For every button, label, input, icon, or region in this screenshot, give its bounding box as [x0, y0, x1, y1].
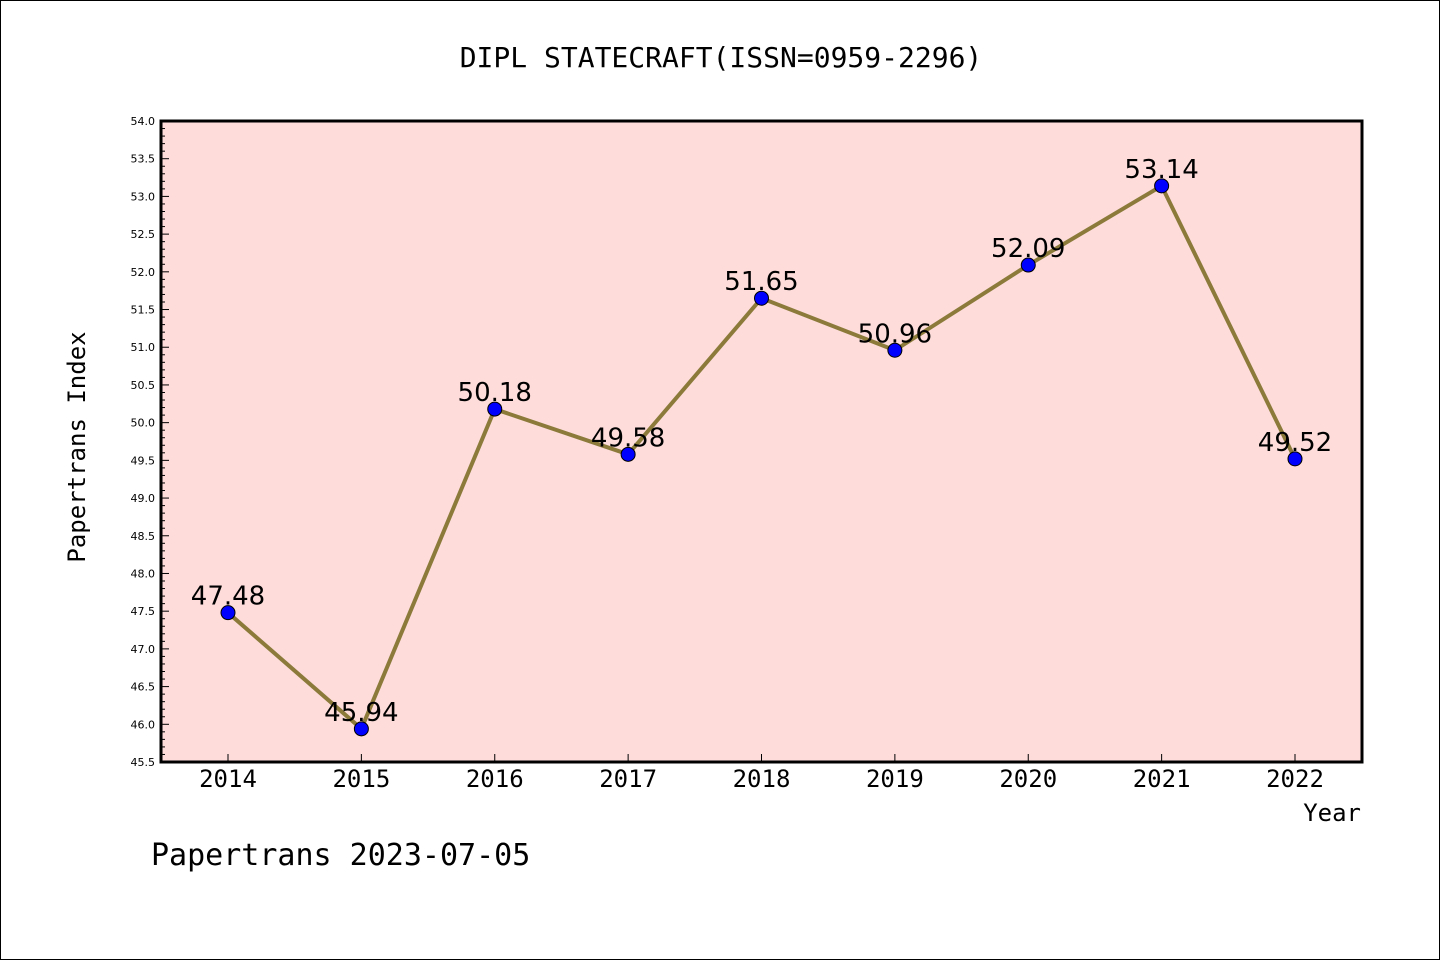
- data-point: [754, 290, 769, 306]
- y-tick-label: 51.0: [131, 341, 156, 354]
- x-axis-ticks: 2014 2015 2016 2017 2018 2019 2020 2021 2022: [199, 754, 1324, 793]
- data-label: 50.18: [458, 378, 532, 408]
- y-tick-label: 50.0: [131, 417, 156, 430]
- y-tick-label: 46.5: [131, 681, 156, 694]
- x-tick-label: 2020: [999, 765, 1057, 793]
- x-tick-label: 2019: [866, 765, 924, 793]
- x-tick-label: 2014: [199, 765, 257, 793]
- y-tick-label: 54.0: [131, 115, 156, 128]
- data-label: 53.14: [1124, 155, 1198, 185]
- data-point: [353, 721, 369, 737]
- data-point: [1020, 257, 1036, 273]
- footer-text: Papertrans 2023-07-05: [151, 838, 530, 873]
- data-point: [620, 446, 636, 462]
- chart-title: DIPL STATECRAFT(ISSN=0959-2296): [460, 41, 983, 74]
- data-point: [1154, 178, 1170, 194]
- data-point: [220, 605, 236, 621]
- y-axis-title: Papertrans Index: [63, 331, 91, 562]
- y-tick-label: 48.5: [131, 530, 156, 543]
- data-label: 50.96: [858, 319, 932, 349]
- data-point: [1287, 451, 1303, 467]
- x-tick-label: 2022: [1266, 765, 1324, 793]
- data-label: 45.94: [324, 698, 398, 728]
- data-label: 49.52: [1258, 428, 1332, 458]
- y-tick-label: 51.5: [131, 304, 156, 317]
- data-label: 49.58: [591, 423, 665, 453]
- y-tick-label: 47.5: [131, 605, 156, 618]
- x-tick-label: 2016: [466, 765, 524, 793]
- y-tick-label: 45.5: [131, 756, 156, 769]
- x-tick-label: 2015: [332, 765, 390, 793]
- y-tick-label: 49.5: [131, 454, 156, 467]
- data-point: [887, 342, 903, 358]
- y-tick-label: 47.0: [131, 643, 156, 656]
- x-tick-label: 2021: [1133, 765, 1191, 793]
- y-tick-label: 50.5: [131, 379, 156, 392]
- y-tick-label: 49.0: [131, 492, 156, 505]
- x-axis-title: Year: [1303, 799, 1361, 827]
- plot-area: [159, 119, 1364, 764]
- data-points: [220, 178, 1303, 737]
- data-labels: 47.48 45.94 50.18 49.58 51.65 50.96 52.09 53.14…: [191, 155, 1332, 728]
- y-tick-label: 48.0: [131, 567, 156, 580]
- y-tick-label: 46.0: [131, 718, 156, 731]
- y-tick-label: 53.5: [131, 153, 156, 166]
- y-tick-label: 52.5: [131, 228, 156, 241]
- data-label: 51.65: [724, 267, 798, 297]
- data-label: 47.48: [191, 582, 265, 612]
- x-tick-label: 2018: [733, 765, 791, 793]
- data-point: [487, 401, 503, 417]
- data-label: 52.09: [991, 234, 1065, 264]
- y-tick-label: 52.0: [131, 266, 156, 279]
- y-tick-label: 53.0: [131, 190, 156, 203]
- x-tick-label: 2017: [599, 765, 657, 793]
- y-axis-ticks: 45.5 46.0 46.5 47.0 47.5 48.0 48.5 49.0 49.5 50.0…: [131, 115, 169, 769]
